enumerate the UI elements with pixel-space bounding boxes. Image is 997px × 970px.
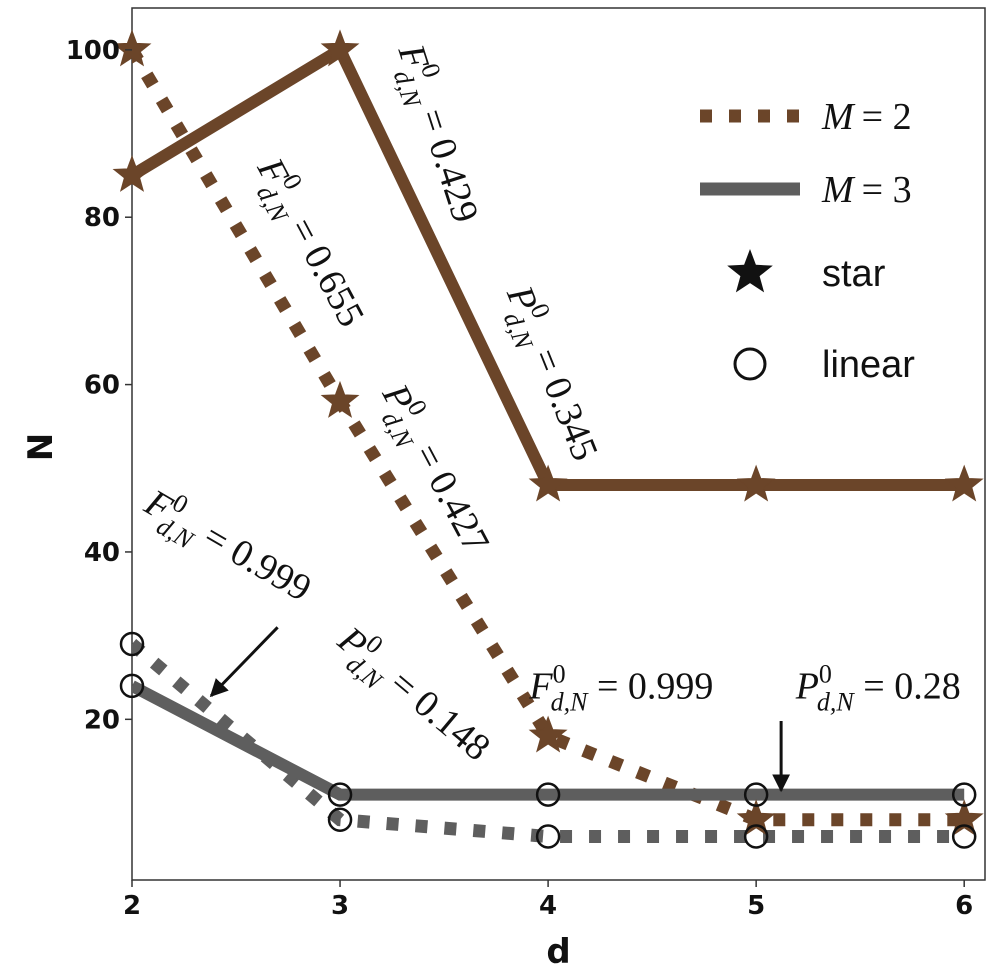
data-point-circle-s4-5	[743, 782, 769, 807]
series-line-1	[132, 46, 965, 827]
data-point-star-s2-3	[320, 29, 360, 67]
data-point-circle-s4-2	[119, 673, 145, 699]
y-tick-label: 100	[66, 36, 120, 66]
x-tick-label: 2	[123, 891, 141, 921]
x-tick-label: 4	[539, 891, 557, 921]
data-point-circle-s3-3	[327, 807, 353, 832]
y-axis-title: N	[21, 433, 61, 461]
y-tick-label: 60	[84, 371, 120, 401]
annotation-7: F0 d,N = 0.999	[528, 659, 713, 716]
data-point-star-s1-5	[736, 799, 776, 837]
legend-entry-2: M = 3	[700, 169, 912, 211]
data-point-star-s2-2	[112, 154, 152, 192]
y-tick-label: 20	[84, 705, 120, 735]
x-tick-label: 6	[955, 891, 973, 921]
legend-star-icon	[727, 249, 773, 293]
x-tick-label: 5	[747, 891, 765, 921]
data-point-circle-s3-4	[535, 824, 561, 849]
legend-label: M = 2	[821, 96, 912, 138]
data-point-star-s2-4	[528, 464, 568, 502]
legend-entry-4: linear	[733, 344, 915, 386]
data-point-star-s2-5	[736, 464, 776, 502]
y-tick-label: 40	[84, 538, 120, 568]
x-axis-title: d	[546, 932, 570, 970]
data-point-circle-s3-5	[743, 824, 769, 849]
data-point-circle-s4-3	[327, 782, 353, 807]
legend-label: star	[822, 253, 886, 295]
annotation-8: P0 d,N = 0.28	[795, 659, 961, 716]
series-line-4	[132, 680, 965, 801]
data-point-star-s1-6	[944, 799, 984, 837]
data-point-circle-s3-6	[951, 824, 977, 849]
data-point-circle-s4-6	[951, 782, 977, 807]
data-point-star-s1-3	[320, 380, 360, 418]
legend-label: M = 3	[821, 169, 912, 211]
data-point-star-s2-6	[944, 464, 984, 502]
y-tick-label: 80	[84, 203, 120, 233]
data-point-circle-s4-4	[535, 782, 561, 807]
data-point-star-s1-4	[528, 715, 568, 753]
arrow-1	[209, 626, 279, 698]
data-point-circle-s3-2	[119, 631, 145, 657]
legend-circle-icon	[733, 347, 767, 381]
legend: M = 2 M = 3 star linear	[700, 96, 915, 386]
annotation-text: P0 d,N = 0.28	[795, 659, 961, 716]
legend-label: linear	[822, 344, 915, 386]
data-point-star-s1-2	[112, 29, 152, 67]
marker-layer	[112, 29, 984, 849]
x-tick-label: 3	[331, 891, 349, 921]
legend-entry-1: M = 2	[700, 96, 912, 138]
axes-layer: 2 3 4 5 6 20 40 60 80 100 d N	[21, 36, 973, 970]
legend-entry-3: star	[727, 249, 886, 295]
